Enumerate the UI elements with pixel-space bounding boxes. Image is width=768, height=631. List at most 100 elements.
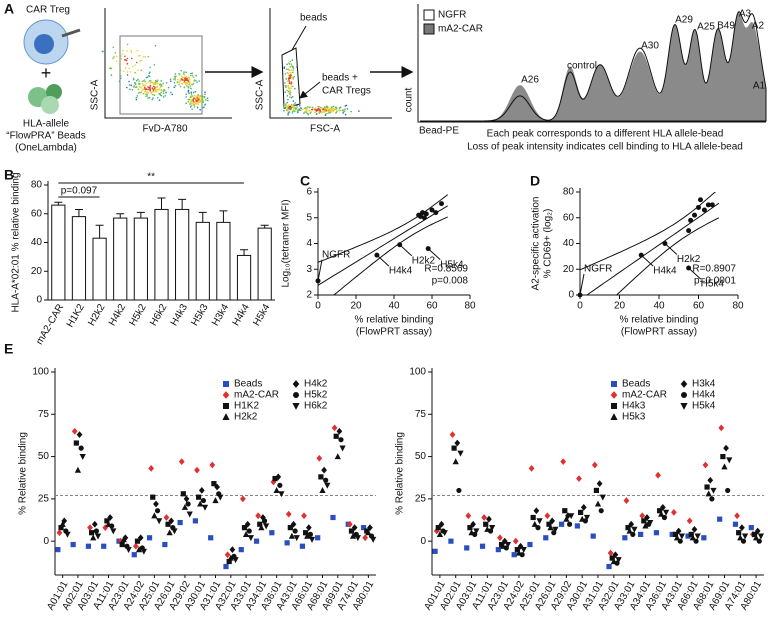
event-dot [358,110,360,112]
x-tick-label: H1K2 [65,302,87,330]
marker [58,525,64,531]
event-dot [120,74,122,77]
marker [104,518,110,524]
event-dot [286,95,289,97]
event-dot [174,73,177,75]
point [420,210,425,216]
x-tick-label: H5k3 [189,302,210,328]
event-dot [307,113,309,116]
marker [591,461,598,469]
event-dot [151,81,154,84]
marker [89,530,95,536]
panel-label: E [4,341,13,357]
event-dot [143,79,146,81]
marker [436,531,444,537]
event-dot [135,96,138,99]
marker [348,528,355,534]
event-dot [301,108,304,111]
event-dot [189,106,192,108]
fit-line [586,202,720,295]
event-dot [185,102,187,105]
marker [531,520,538,527]
event-dot [147,81,150,83]
event-dot [319,110,322,112]
marker [273,487,280,494]
marker [456,487,462,494]
event-dot [298,104,301,107]
event-dot [293,75,296,78]
marker [318,474,324,480]
y-axis-label: % Relative binding [18,432,29,515]
marker [93,528,100,534]
marker [107,514,113,521]
marker [756,538,762,544]
marker [514,547,520,553]
y-tick-label: 20 [563,264,575,275]
x-axis-label: % relative binding [355,315,434,326]
event-dot [187,90,190,93]
marker [709,496,715,502]
event-dot [129,88,131,91]
leader-line [640,254,654,267]
legend-label: H5k3 [622,412,646,423]
bead-icon [41,96,59,114]
marker [558,521,565,527]
marker [338,437,344,443]
plot-axis [104,8,232,119]
marker [655,471,661,479]
event-dot [288,82,291,85]
event-dot [190,104,193,107]
marker [757,533,765,540]
peak-label: A26 [521,75,539,86]
event-dot [183,86,186,88]
marker [678,533,685,540]
marker [723,444,729,452]
point [429,207,435,213]
event-dot [187,98,190,101]
event-dot [188,82,191,84]
cell-nucleus [34,34,54,54]
cells-label: CAR Tregs [322,86,371,97]
marker [156,518,163,525]
event-dot [112,46,115,49]
x-axis-label: (FlowPRT assay) [356,327,432,338]
event-dot [120,55,122,57]
event-dot [319,106,322,109]
event-dot [122,49,124,52]
legend-marker [292,380,300,388]
event-dot [197,98,199,100]
marker [299,543,306,549]
marker [55,547,61,553]
event-dot [195,103,197,105]
event-dot [305,111,308,114]
marker [263,523,270,530]
event-dot [160,79,163,82]
marker [269,530,275,536]
event-dot [146,93,149,96]
event-dot [184,79,187,82]
event-dot [146,95,149,97]
event-dot [178,72,180,75]
event-dot [306,112,309,115]
event-dot [343,110,346,113]
axis-label: SSC-A [90,79,101,110]
event-dot [184,81,186,84]
event-dot [195,99,197,102]
event-dot [323,108,326,110]
marker [577,509,584,516]
marker [465,512,472,520]
marker [303,530,309,536]
marker [641,518,647,524]
event-dot [145,95,147,97]
event-dot [291,95,294,98]
event-dot [131,89,134,91]
event-dot [189,96,192,99]
event-dot [154,86,156,89]
marker [334,453,341,460]
marker [659,503,666,511]
marker [240,495,246,503]
point [418,213,424,219]
legend-label: H4k3 [622,401,646,412]
event-dot [288,63,291,65]
event-dot [134,86,137,89]
